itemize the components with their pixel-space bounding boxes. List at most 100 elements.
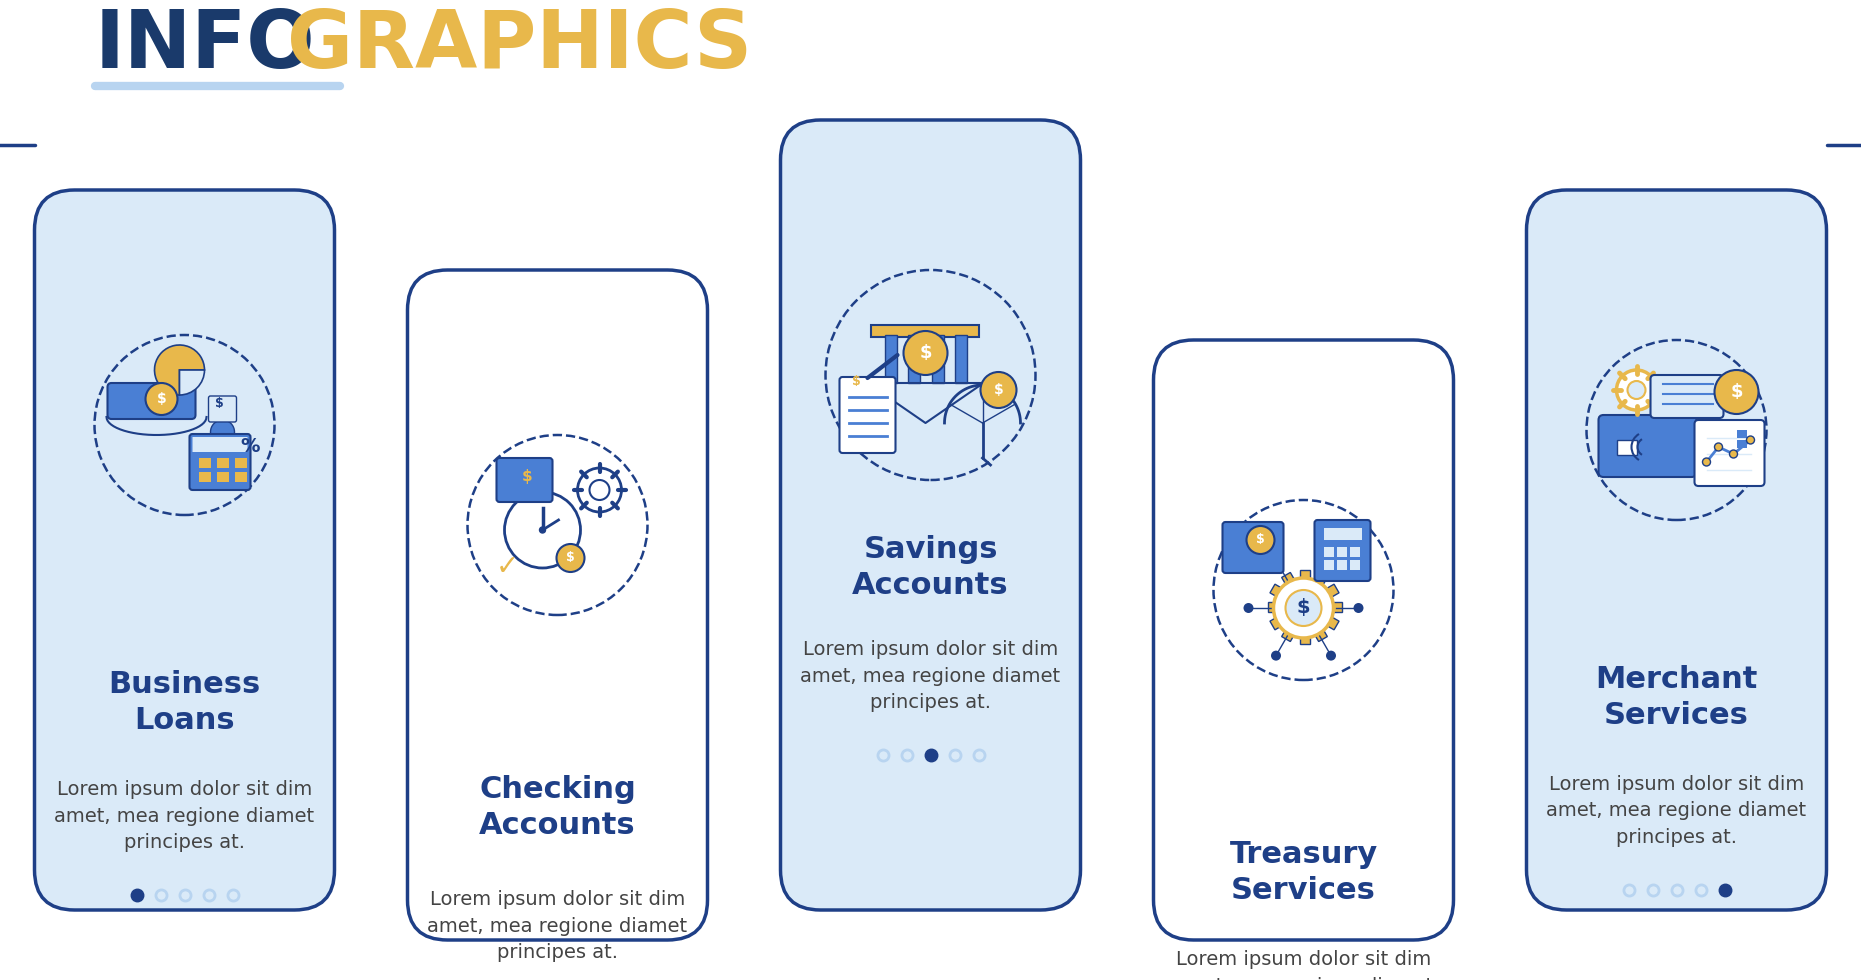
Bar	[1282, 628, 1295, 642]
Circle shape	[577, 468, 622, 512]
Circle shape	[1271, 556, 1280, 565]
FancyBboxPatch shape	[192, 437, 248, 452]
FancyBboxPatch shape	[497, 458, 553, 502]
Bar	[1736, 440, 1746, 448]
Circle shape	[1714, 443, 1723, 451]
Text: Savings
Accounts: Savings Accounts	[852, 535, 1009, 600]
FancyBboxPatch shape	[190, 434, 251, 490]
Text: Merchant
Services: Merchant Services	[1595, 665, 1757, 730]
Bar	[216, 472, 229, 482]
FancyBboxPatch shape	[1599, 415, 1697, 477]
Circle shape	[145, 383, 177, 415]
Bar	[1336, 547, 1347, 557]
Text: $: $	[919, 344, 932, 362]
Text: $: $	[1256, 533, 1265, 547]
Circle shape	[1703, 458, 1710, 466]
Bar	[1349, 547, 1360, 557]
Text: GRAPHICS: GRAPHICS	[287, 7, 752, 85]
Bar	[1267, 602, 1277, 612]
Text: Lorem ipsum dolor sit dim
amet, mea regione diamet
principes at.: Lorem ipsum dolor sit dim amet, mea regi…	[800, 640, 1061, 712]
Circle shape	[1746, 436, 1755, 444]
Polygon shape	[867, 383, 983, 423]
Wedge shape	[154, 345, 205, 395]
Circle shape	[210, 420, 234, 444]
FancyBboxPatch shape	[408, 270, 707, 940]
Bar	[1299, 634, 1310, 644]
Bar	[1323, 528, 1362, 540]
Text: $: $	[1731, 383, 1742, 401]
Bar	[871, 325, 979, 337]
Circle shape	[1286, 590, 1321, 626]
FancyBboxPatch shape	[1526, 190, 1826, 910]
FancyBboxPatch shape	[1695, 420, 1764, 486]
Bar	[1349, 560, 1360, 570]
Text: Checking
Accounts: Checking Accounts	[478, 775, 636, 840]
FancyBboxPatch shape	[1223, 522, 1284, 573]
Bar	[1336, 560, 1347, 570]
Circle shape	[981, 372, 1016, 408]
Bar	[884, 335, 897, 383]
Circle shape	[504, 492, 581, 568]
Text: ✓: ✓	[495, 553, 519, 581]
Circle shape	[556, 544, 584, 572]
Bar	[1325, 584, 1340, 598]
Circle shape	[1353, 603, 1364, 613]
Text: $: $	[156, 392, 166, 406]
Bar	[234, 472, 246, 482]
FancyBboxPatch shape	[1154, 340, 1453, 940]
Circle shape	[1243, 603, 1254, 613]
Circle shape	[1729, 450, 1738, 458]
Text: $: $	[566, 552, 575, 564]
Text: Lorem ipsum dolor sit dim
amet, mea regione diamet
principes at.: Lorem ipsum dolor sit dim amet, mea regi…	[1174, 950, 1433, 980]
FancyBboxPatch shape	[780, 120, 1081, 910]
Text: $: $	[1297, 599, 1310, 617]
Bar	[1299, 570, 1310, 580]
FancyBboxPatch shape	[839, 377, 895, 453]
Text: Business
Loans: Business Loans	[108, 670, 261, 735]
Bar	[199, 458, 210, 468]
Circle shape	[1714, 370, 1759, 414]
FancyBboxPatch shape	[1314, 520, 1370, 581]
Text: $: $	[994, 383, 1003, 397]
Bar	[1325, 616, 1340, 630]
Text: Lorem ipsum dolor sit dim
amet, mea regione diamet
principes at.: Lorem ipsum dolor sit dim amet, mea regi…	[428, 890, 687, 962]
Circle shape	[903, 331, 947, 375]
Circle shape	[540, 527, 545, 533]
FancyBboxPatch shape	[208, 396, 236, 422]
Circle shape	[590, 480, 610, 500]
Circle shape	[1628, 381, 1645, 399]
Text: Lorem ipsum dolor sit dim
amet, mea regione diamet
principes at.: Lorem ipsum dolor sit dim amet, mea regi…	[54, 780, 315, 852]
Text: $: $	[852, 375, 862, 388]
Circle shape	[1273, 578, 1334, 638]
FancyBboxPatch shape	[1651, 375, 1723, 418]
Bar	[1617, 440, 1636, 455]
Bar	[1282, 572, 1295, 586]
Bar	[234, 458, 246, 468]
Bar	[216, 458, 229, 468]
Circle shape	[1617, 370, 1656, 410]
Bar	[1314, 572, 1327, 586]
Circle shape	[1247, 526, 1275, 554]
Bar	[1323, 560, 1334, 570]
Wedge shape	[179, 370, 205, 395]
Bar	[908, 335, 919, 383]
Bar	[199, 472, 210, 482]
Circle shape	[1327, 651, 1336, 661]
Circle shape	[1327, 556, 1336, 565]
Bar	[932, 335, 944, 383]
Bar	[1269, 616, 1284, 630]
Bar	[955, 335, 966, 383]
Bar	[1331, 602, 1342, 612]
Bar	[1269, 584, 1284, 598]
Bar	[1314, 628, 1327, 642]
Text: $: $	[216, 398, 223, 411]
FancyBboxPatch shape	[35, 190, 335, 910]
FancyBboxPatch shape	[108, 383, 195, 419]
Text: Lorem ipsum dolor sit dim
amet, mea regione diamet
principes at.: Lorem ipsum dolor sit dim amet, mea regi…	[1546, 775, 1807, 847]
Text: $: $	[523, 469, 532, 484]
Text: %: %	[240, 437, 261, 457]
Bar	[1736, 430, 1746, 438]
Text: Treasury
Services: Treasury Services	[1230, 840, 1377, 905]
Bar	[1323, 547, 1334, 557]
Circle shape	[1271, 651, 1280, 661]
